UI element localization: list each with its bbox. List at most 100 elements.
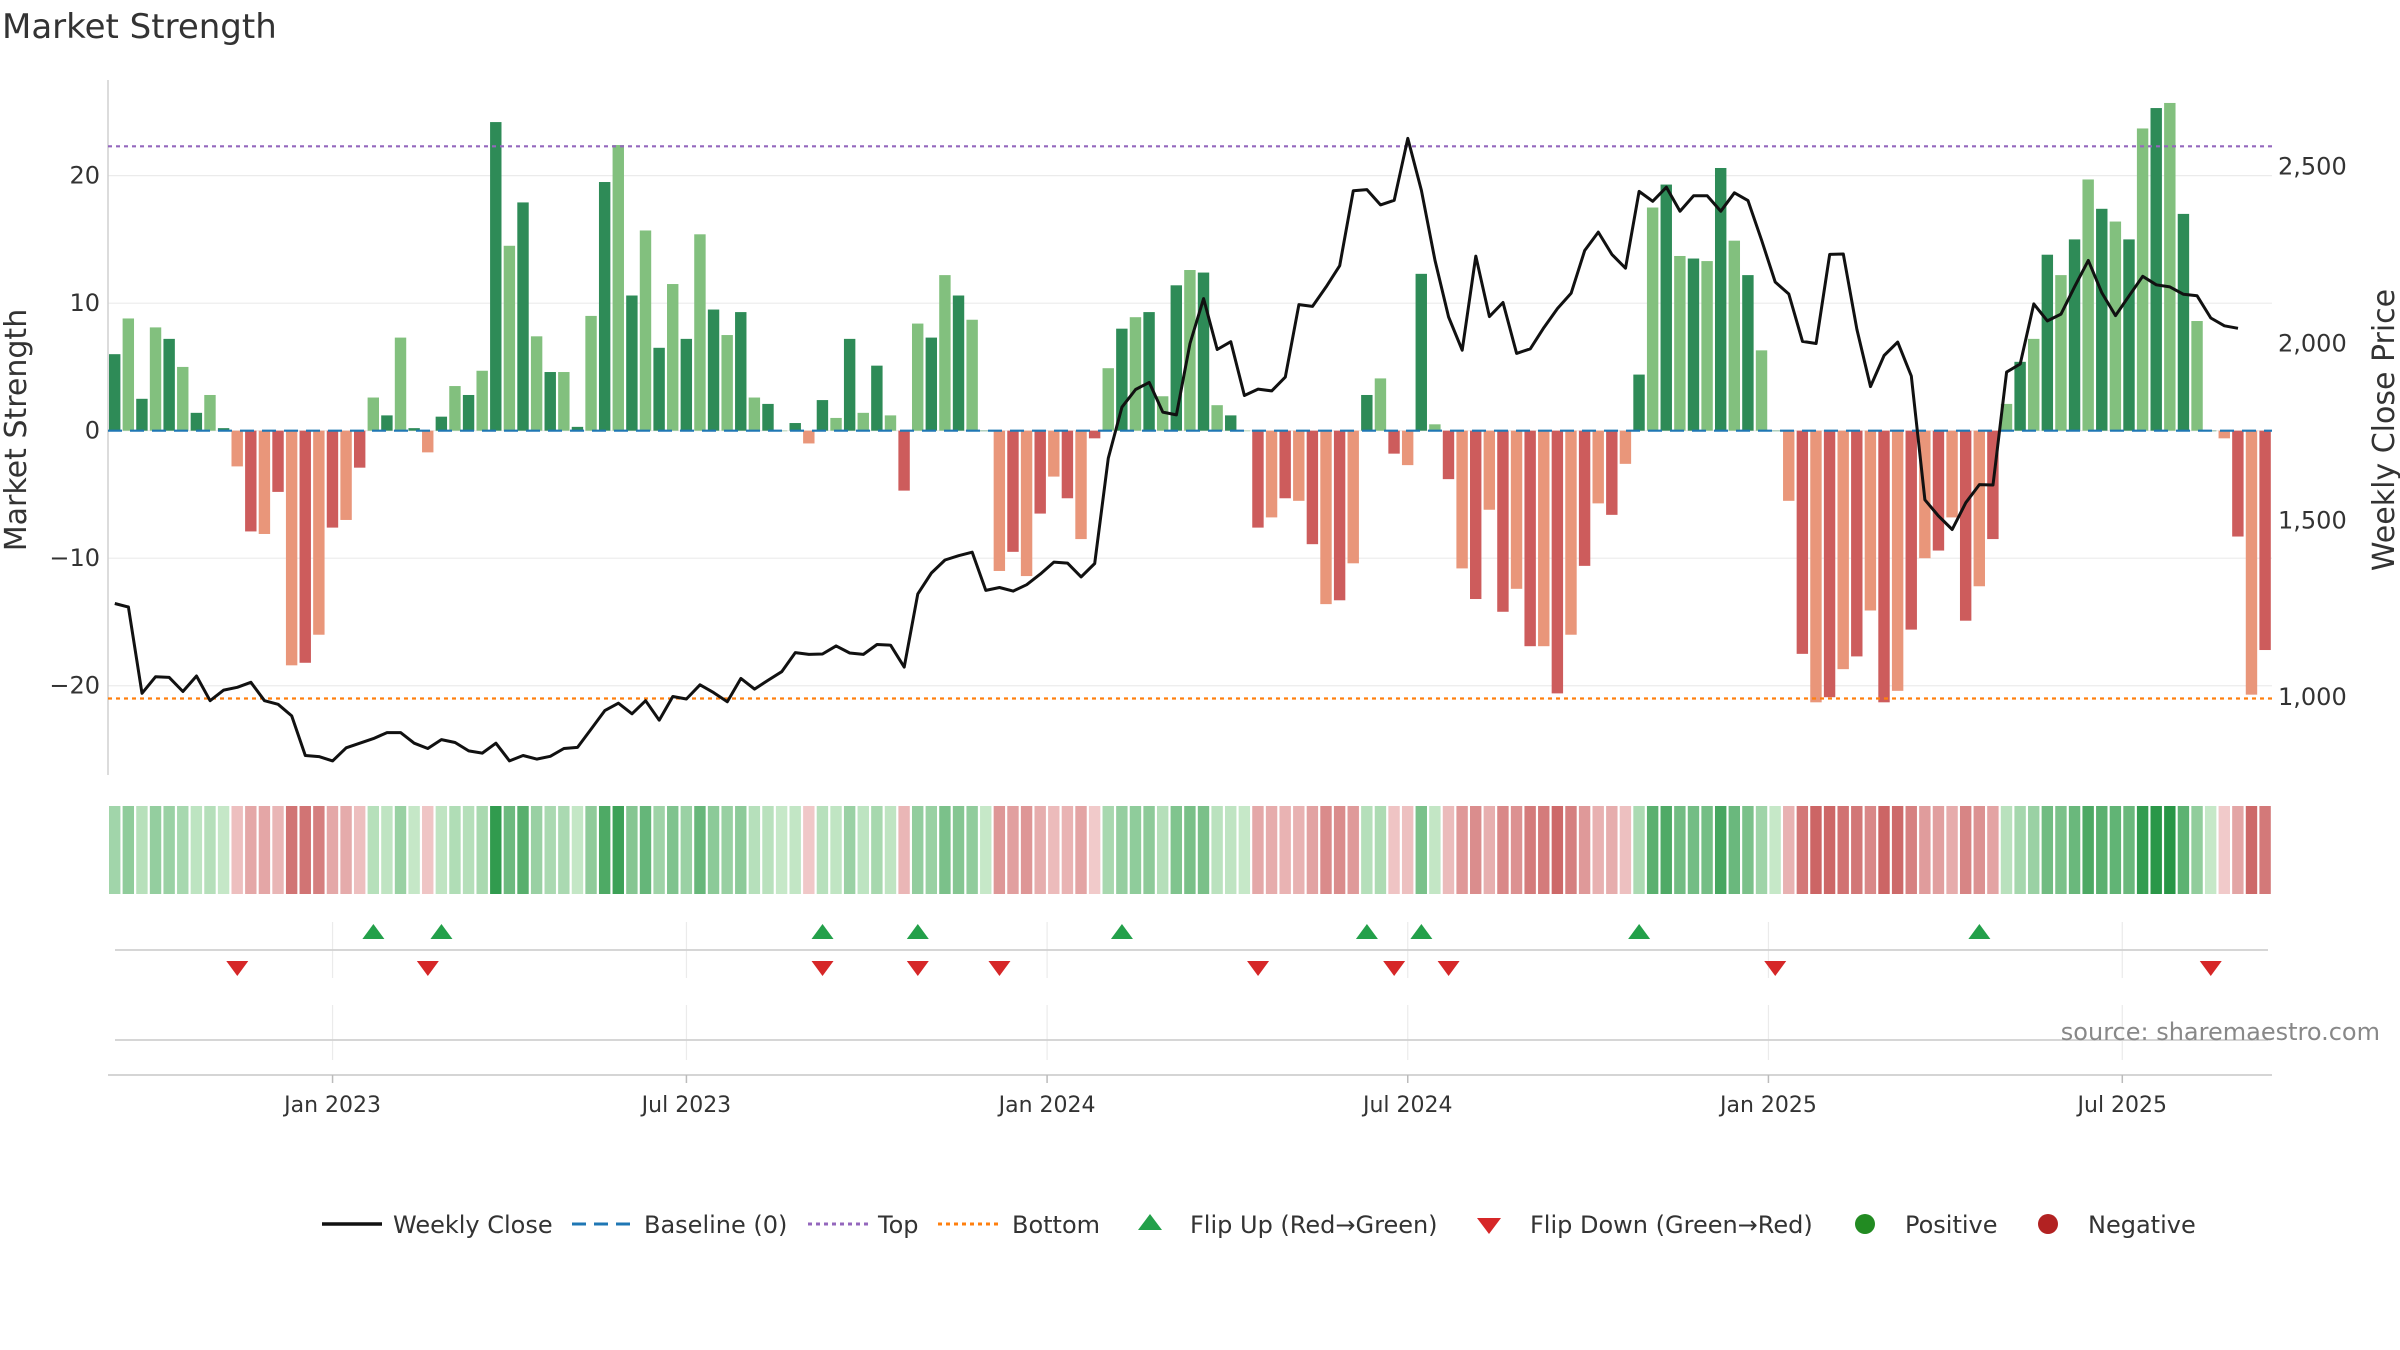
flip-down-marker	[1383, 961, 1406, 976]
flip-up-marker	[1628, 924, 1651, 939]
heat-cell	[1769, 806, 1781, 894]
heat-cell	[612, 806, 624, 894]
strength-bar	[1143, 312, 1155, 431]
heat-cell	[530, 806, 543, 894]
flip-up-marker	[1355, 924, 1378, 939]
heat-cell	[857, 806, 869, 894]
flip-up-marker	[430, 924, 453, 939]
heat-cell	[136, 806, 148, 894]
heat-cell	[694, 806, 706, 894]
strength-bar	[1565, 430, 1577, 635]
strength-bar	[667, 284, 679, 431]
strength-bar	[1048, 430, 1060, 477]
legend-label-bottom: Bottom	[1012, 1211, 1100, 1239]
strength-bar	[598, 182, 611, 431]
heat-cell	[980, 806, 992, 894]
strength-bar	[435, 416, 448, 431]
strength-bar	[517, 202, 529, 431]
strength-bar	[871, 365, 883, 431]
strength-bar	[2041, 254, 2054, 431]
y-right-tick-label: 2,000	[2278, 329, 2347, 357]
heat-cell	[735, 806, 747, 894]
heat-cell	[1075, 806, 1087, 894]
heat-cell	[544, 806, 556, 894]
heat-cell	[1864, 806, 1877, 894]
strength-bar	[980, 430, 992, 432]
heat-cell	[626, 806, 638, 894]
heat-cell	[1810, 806, 1822, 894]
heat-cell	[1129, 806, 1142, 894]
heat-cell	[367, 806, 380, 894]
heat-cell	[884, 806, 897, 894]
y-left-tick-label: 0	[85, 417, 100, 445]
legend-label-baseline: Baseline (0)	[644, 1211, 787, 1239]
flip-down-marker	[811, 961, 834, 976]
flip-up-marker	[906, 924, 929, 939]
heat-cell	[939, 806, 951, 894]
x-tick-label: Jul 2024	[1361, 1093, 1453, 1118]
heat-cell	[490, 806, 502, 894]
strength-bar	[190, 412, 203, 431]
strength-bar	[1102, 368, 1114, 431]
strength-bar	[2191, 321, 2203, 431]
heat-cell	[1932, 806, 1945, 894]
strength-bar	[1701, 261, 1713, 431]
strength-bar	[1333, 430, 1346, 601]
strength-bar	[1374, 378, 1387, 431]
strength-bars	[109, 102, 2271, 703]
heat-cell	[1701, 806, 1713, 894]
x-axis: Jan 2023 Jul 2023 Jan 2024 Jul 2024 Jan 2025…	[108, 1074, 2272, 1118]
strength-bar	[1946, 430, 1958, 518]
heat-cell	[993, 806, 1006, 894]
heat-cell	[1674, 806, 1686, 894]
legend-swatch-negative	[2038, 1214, 2058, 1234]
heat-cell	[1361, 806, 1373, 894]
heat-cell	[1946, 806, 1958, 894]
heat-cell	[1347, 806, 1359, 894]
heat-cell	[1524, 806, 1536, 894]
strength-bar	[1769, 430, 1781, 432]
heat-cell	[1959, 806, 1972, 894]
heat-cell	[340, 806, 352, 894]
strength-bar	[612, 145, 624, 431]
strength-bar	[1660, 184, 1672, 431]
heat-cell	[1891, 806, 1904, 894]
strength-bar	[163, 338, 175, 431]
heat-cell	[1442, 806, 1455, 894]
strength-bar	[353, 430, 366, 468]
strength-bar	[1211, 405, 1223, 431]
heat-cell	[2082, 806, 2094, 894]
heat-cell	[1197, 806, 1210, 894]
flip-up-marker	[362, 924, 385, 939]
heat-cell	[1102, 806, 1114, 894]
x-tick-label: Jul 2023	[640, 1093, 732, 1118]
heat-cell	[2177, 806, 2190, 894]
strength-bar	[394, 337, 407, 431]
heat-cell	[1374, 806, 1387, 894]
heat-cell	[1483, 806, 1496, 894]
strength-bar	[2259, 430, 2271, 651]
heat-cell	[1619, 806, 1632, 894]
strength-bar	[1742, 275, 1754, 431]
strength-bar	[1429, 424, 1441, 431]
strength-bar	[925, 337, 938, 431]
heat-cell	[2218, 806, 2230, 894]
heat-cell	[1878, 806, 1890, 894]
strength-bar	[639, 230, 652, 431]
strength-bar	[585, 315, 597, 431]
strength-bar	[1265, 430, 1278, 518]
heat-cell	[762, 806, 774, 894]
heat-cell	[1184, 806, 1196, 894]
strength-bar	[503, 245, 516, 431]
heat-cell	[1020, 806, 1033, 894]
y-left-tick-label: −10	[49, 544, 100, 572]
heat-cell	[1796, 806, 1809, 894]
strength-bar	[462, 394, 475, 431]
strength-bar	[1510, 430, 1523, 589]
strength-bar	[1891, 430, 1904, 691]
heat-cell	[1170, 806, 1182, 894]
strength-bar	[449, 386, 461, 431]
strength-bar	[707, 309, 720, 431]
reference-lines	[108, 145, 2272, 700]
